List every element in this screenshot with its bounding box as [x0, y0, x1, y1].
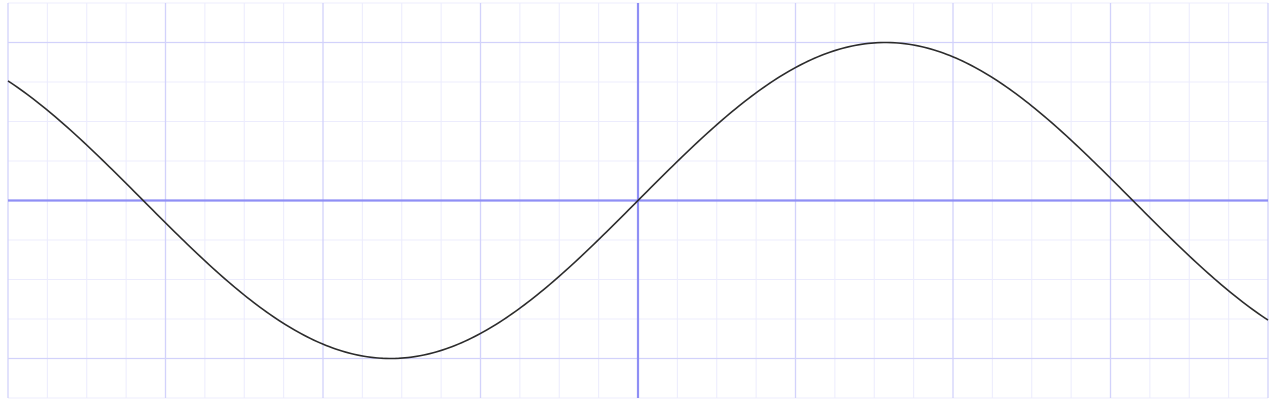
sine-curve — [7, 41, 1269, 360]
